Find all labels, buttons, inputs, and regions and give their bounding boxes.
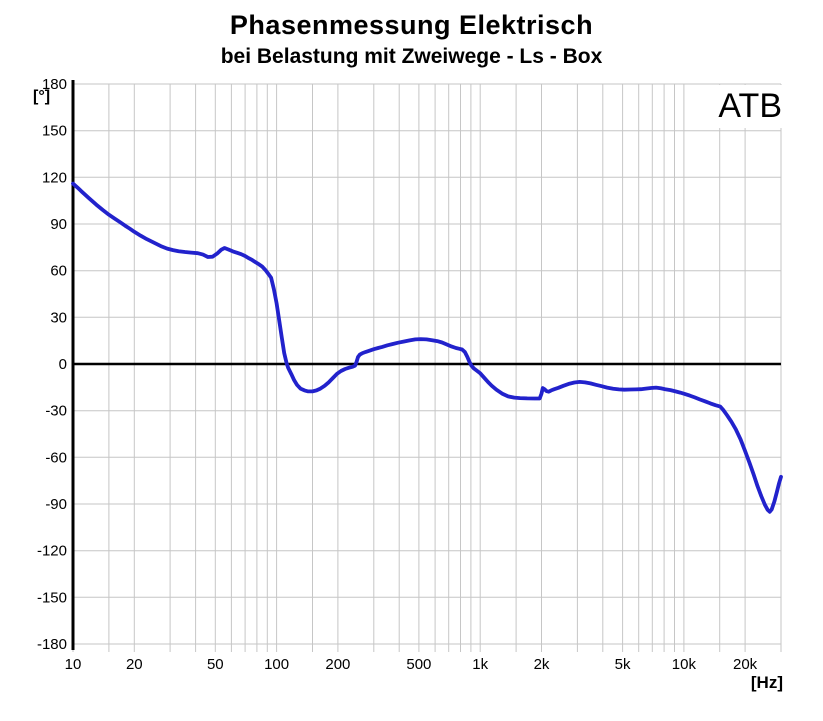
x-tick-label: 500 [406,656,431,673]
x-tick-label: 10 [65,656,82,673]
y-tick-label: 90 [50,216,67,233]
y-tick-label: -150 [37,589,67,606]
x-axis-unit-label: [Hz] [750,673,783,692]
x-tick-label: 10k [672,656,697,673]
y-tick-label: -120 [37,543,67,560]
y-tick-label: 180 [42,76,67,93]
x-tick-label: 50 [207,656,224,673]
y-tick-label: -180 [37,636,67,653]
x-tick-label: 20 [126,656,143,673]
y-tick-label: -30 [45,403,67,420]
atb-logo: ATB [710,85,782,128]
page-subtitle: bei Belastung mit Zweiwege - Ls - Box [220,45,603,68]
x-tick-label: 1k [472,656,488,673]
y-tick-label: 60 [50,263,67,280]
page-title: Phasenmessung Elektrisch [229,10,594,40]
y-tick-label: 0 [59,356,67,373]
x-tick-label: 200 [325,656,350,673]
phase-curve [71,181,783,514]
y-tick-label: 30 [50,309,67,326]
y-axis-unit-label: [°] [33,88,51,105]
x-tick-label: 2k [534,656,550,673]
x-tick-label: 20k [733,656,758,673]
y-axis-line [71,80,75,650]
x-tick-label: 5k [615,656,631,673]
x-tick-label: 100 [264,656,289,673]
y-tick-label: -90 [45,496,67,513]
y-tick-label: 150 [42,123,67,140]
y-tick-label: 120 [42,169,67,186]
y-tick-label: -60 [45,449,67,466]
